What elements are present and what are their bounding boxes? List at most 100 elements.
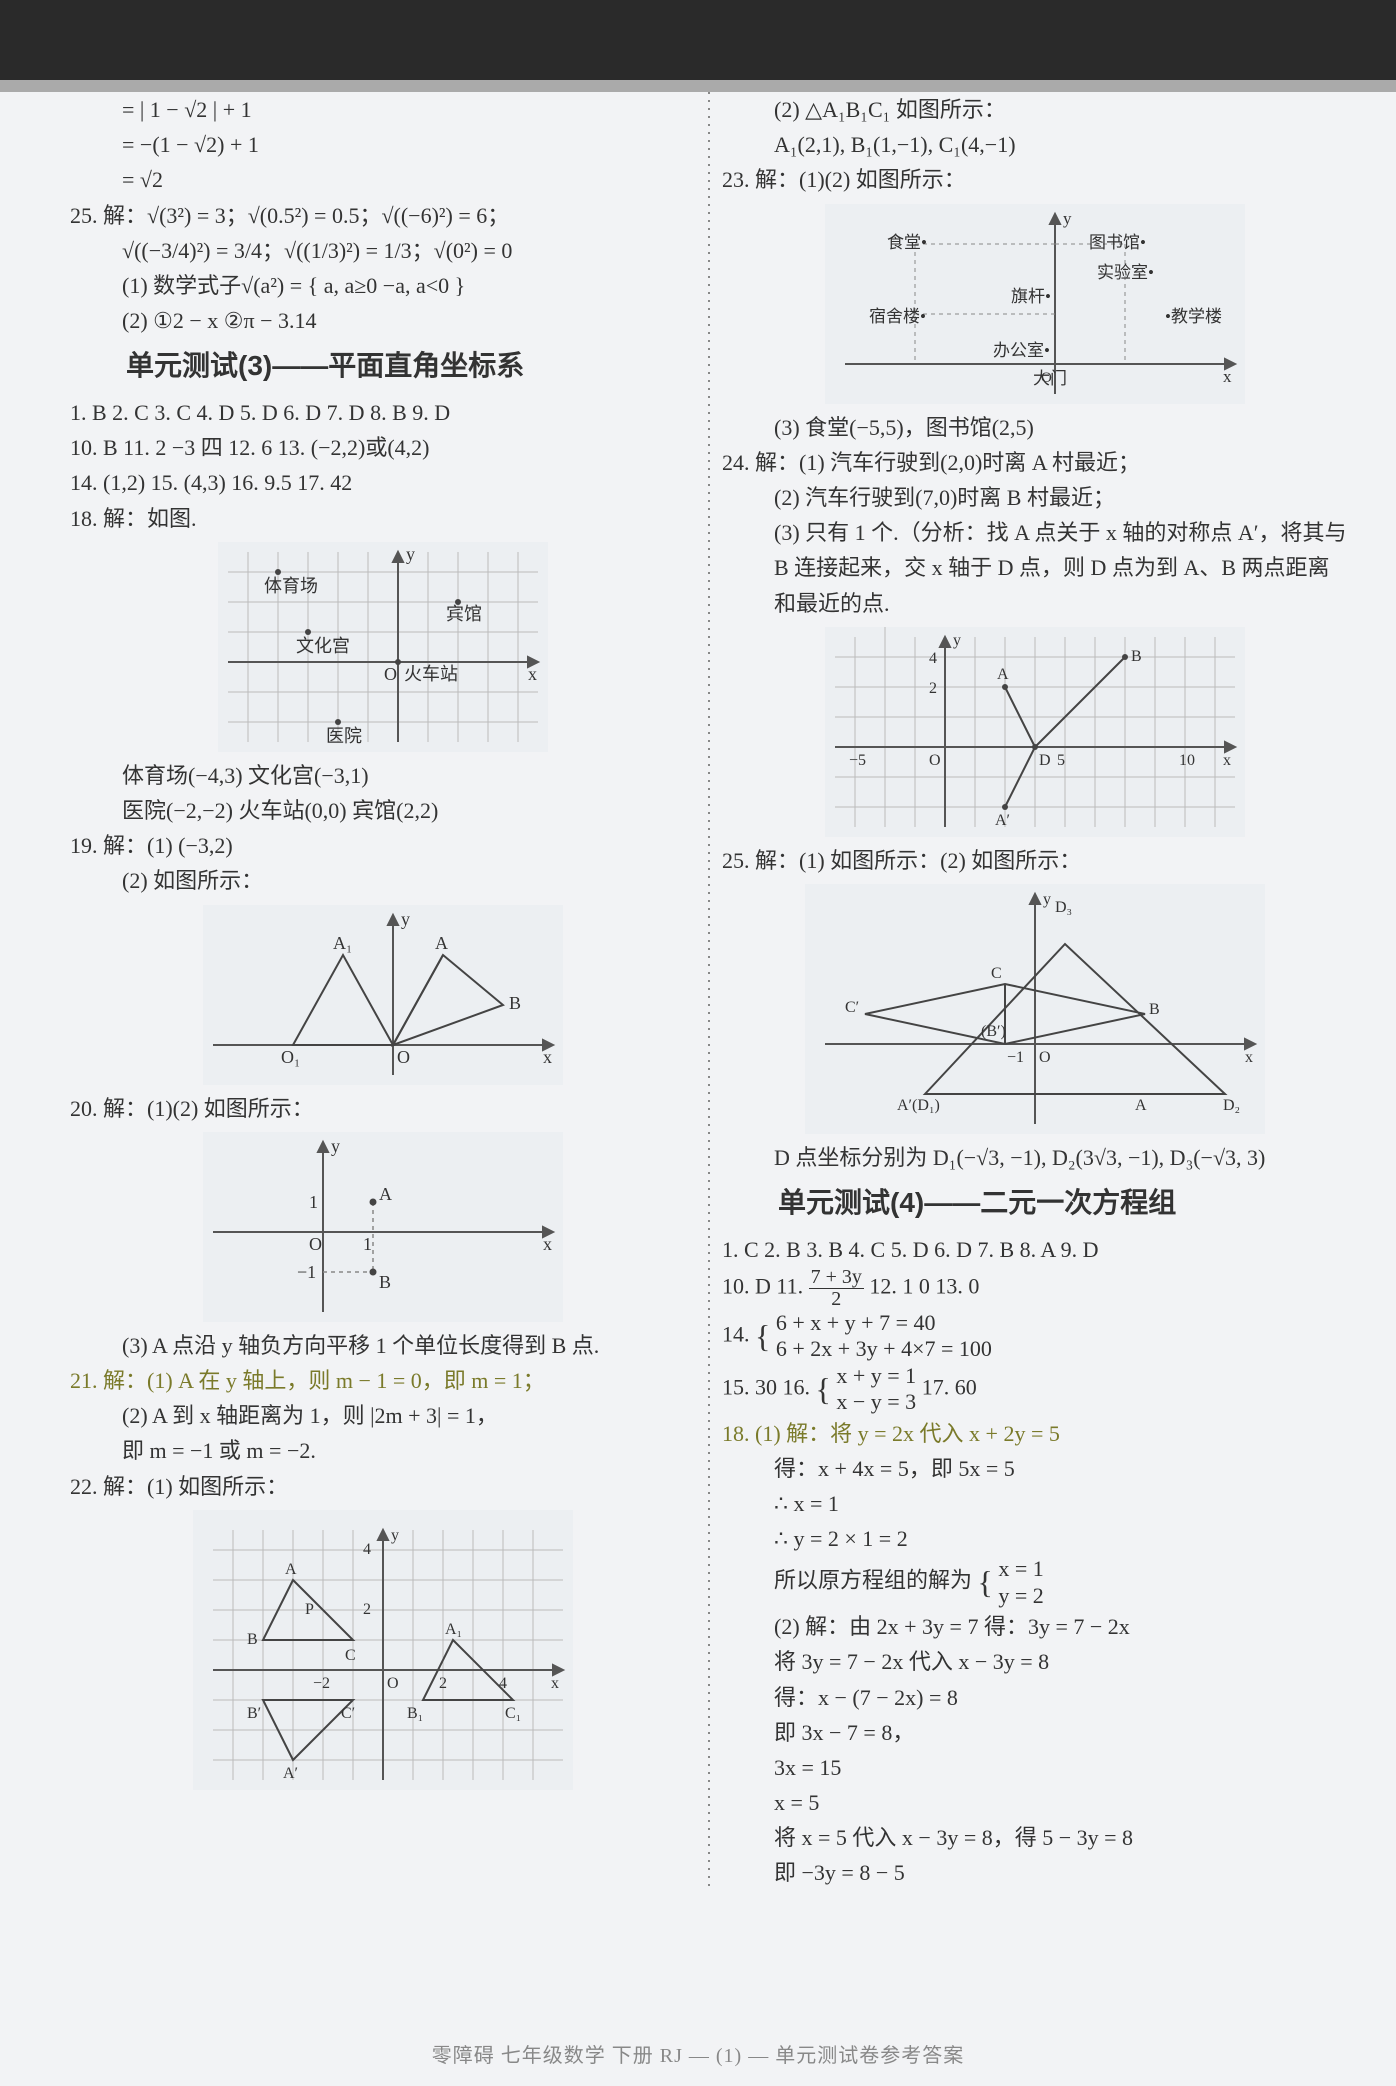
svg-text:A′: A′ bbox=[995, 812, 1010, 829]
svg-text:−1: −1 bbox=[297, 1262, 316, 1282]
fig-24-villages: A B A′ D 5 −5 10 2 4 O x y bbox=[825, 627, 1245, 837]
q23: 23. 解：(1)(2) 如图所示： bbox=[722, 162, 1348, 197]
page-content: = | 1 − √2 | + 1 = −(1 − √2) + 1 = √2 25… bbox=[0, 92, 1396, 1919]
svg-text:P: P bbox=[305, 1601, 314, 1618]
eq-line: = | 1 − √2 | + 1 bbox=[70, 92, 696, 127]
answers-line: 10. B 11. 2 −3 四 12. 6 13. (−2,2)或(4,2) bbox=[70, 430, 696, 465]
svg-text:宿舍楼•: 宿舍楼• bbox=[869, 307, 926, 326]
svg-text:y: y bbox=[1063, 209, 1072, 228]
s4-18d: 所以原方程组的解为 { x = 1 y = 2 bbox=[722, 1556, 1348, 1609]
svg-text:医院: 医院 bbox=[326, 726, 362, 746]
q25-sub1: (1) 数学式子√(a²) = { a, a≥0 −a, a<0 } bbox=[70, 268, 696, 303]
svg-text:O₁: O₁ bbox=[281, 1047, 300, 1067]
svg-text:C₁: C₁ bbox=[505, 1705, 521, 1722]
s4-18-2d: 即 3x − 7 = 8， bbox=[722, 1715, 1348, 1750]
s4-18-2c: 得：x − (7 − 2x) = 8 bbox=[722, 1680, 1348, 1715]
q25-sub2: (2) ①2 − x ②π − 3.14 bbox=[70, 303, 696, 338]
q25-line2: √((−3/4)²) = 3/4；√((1/3)²) = 1/3；√(0²) =… bbox=[70, 233, 696, 268]
svg-text:O: O bbox=[929, 752, 941, 769]
svg-text:体育场: 体育场 bbox=[264, 576, 318, 596]
q24-1: 24. 解：(1) 汽车行驶到(2,0)时离 A 村最近； bbox=[722, 445, 1348, 480]
svg-text:D: D bbox=[1039, 752, 1051, 769]
section3-title: 单元测试(3)——平面直角坐标系 bbox=[70, 344, 696, 389]
svg-text:B: B bbox=[1131, 648, 1142, 665]
q18-ans: 医院(−2,−2) 火车站(0,0) 宾馆(2,2) bbox=[70, 793, 696, 828]
svg-text:A: A bbox=[997, 666, 1009, 683]
svg-text:A: A bbox=[1135, 1097, 1147, 1114]
svg-text:1: 1 bbox=[363, 1234, 372, 1254]
svg-text:•教学楼: •教学楼 bbox=[1165, 307, 1222, 326]
eq-line: = −(1 − √2) + 1 bbox=[70, 127, 696, 162]
s4-18-2e: 3x = 15 bbox=[722, 1750, 1348, 1785]
q19: 19. 解：(1) (−3,2) bbox=[70, 828, 696, 863]
svg-text:2: 2 bbox=[439, 1675, 447, 1692]
svg-text:宾馆: 宾馆 bbox=[446, 604, 482, 624]
svg-text:C: C bbox=[345, 1647, 356, 1664]
svg-text:(B′): (B′) bbox=[981, 1023, 1006, 1040]
svg-text:A: A bbox=[285, 1561, 297, 1578]
svg-text:B: B bbox=[379, 1272, 391, 1292]
q21-2: (2) A 到 x 轴距离为 1，则 |2m + 3| = 1， bbox=[70, 1398, 696, 1433]
svg-text:O: O bbox=[397, 1047, 410, 1067]
svg-text:图书馆•: 图书馆• bbox=[1089, 233, 1146, 252]
column-divider bbox=[708, 92, 710, 1891]
q22: 22. 解：(1) 如图所示： bbox=[70, 1469, 696, 1504]
svg-text:2: 2 bbox=[929, 680, 937, 697]
svg-text:A′: A′ bbox=[283, 1765, 298, 1782]
answers-line: 14. (1,2) 15. (4,3) 16. 9.5 17. 42 bbox=[70, 465, 696, 500]
q25-head: 25. 解：√(3²) = 3；√(0.5²) = 0.5；√((−6)²) =… bbox=[70, 198, 696, 233]
svg-text:O: O bbox=[384, 664, 397, 684]
svg-text:y: y bbox=[953, 632, 961, 649]
svg-text:5: 5 bbox=[1057, 752, 1065, 769]
fig-19-triangles: A₁ A B O₁ O x y bbox=[203, 905, 563, 1085]
svg-text:y: y bbox=[401, 909, 410, 929]
q25-coords: D 点坐标分别为 D₁(−√3, −1), D₂(3√3, −1), D₃(−√… bbox=[722, 1140, 1348, 1175]
s4-18-2b: 将 3y = 7 − 2x 代入 x − 3y = 8 bbox=[722, 1644, 1348, 1679]
svg-text:y: y bbox=[331, 1136, 340, 1156]
svg-text:B: B bbox=[247, 1631, 258, 1648]
scan-top-darkbar bbox=[0, 0, 1396, 80]
svg-text:D₂: D₂ bbox=[1223, 1097, 1240, 1114]
svg-text:10: 10 bbox=[1179, 752, 1195, 769]
svg-text:办公室•: 办公室• bbox=[993, 341, 1050, 360]
svg-text:4: 4 bbox=[929, 650, 937, 667]
svg-text:1: 1 bbox=[309, 1192, 318, 1212]
svg-text:A′(D₁): A′(D₁) bbox=[897, 1097, 940, 1114]
fig-25-parallelogram: C C′ B (B′) A A′(D₁) D₂ D₃ O −1 x y bbox=[805, 884, 1265, 1134]
svg-text:−1: −1 bbox=[1007, 1049, 1024, 1066]
s4-18-2f: x = 5 bbox=[722, 1785, 1348, 1820]
svg-text:O: O bbox=[309, 1234, 322, 1254]
svg-text:y: y bbox=[406, 544, 415, 564]
q20-3: (3) A 点沿 y 轴负方向平移 1 个单位长度得到 B 点. bbox=[70, 1328, 696, 1363]
svg-text:A₁: A₁ bbox=[445, 1621, 462, 1638]
s4-18-2h: 即 −3y = 8 − 5 bbox=[722, 1855, 1348, 1890]
eq-line: = √2 bbox=[70, 162, 696, 197]
svg-text:B₁: B₁ bbox=[407, 1705, 423, 1722]
s4-18b: ∴ x = 1 bbox=[722, 1486, 1348, 1521]
left-column: = | 1 − √2 | + 1 = −(1 − √2) + 1 = √2 25… bbox=[70, 92, 696, 1891]
fig-18-grid: 体育场 文化宫 医院 火车站 宾馆 O x y bbox=[218, 542, 548, 752]
svg-text:x: x bbox=[1245, 1049, 1253, 1066]
s4-18-2g: 将 x = 5 代入 x − 3y = 8，得 5 − 3y = 8 bbox=[722, 1820, 1348, 1855]
svg-text:O: O bbox=[1039, 1049, 1051, 1066]
svg-text:O: O bbox=[1041, 370, 1052, 386]
fig-23-campus: 食堂• 图书馆• 实验室• 旗杆• 宿舍楼• 办公室• •教学楼 大门 O x … bbox=[825, 204, 1245, 404]
svg-text:旗杆•: 旗杆• bbox=[1011, 287, 1051, 306]
s4-line2: 10. D 11. 7 + 3y2 12. 1 0 13. 0 bbox=[722, 1267, 1348, 1310]
q18-ans: 体育场(−4,3) 文化宫(−3,1) bbox=[70, 758, 696, 793]
svg-text:x: x bbox=[1223, 367, 1232, 386]
svg-text:C′: C′ bbox=[845, 999, 859, 1016]
q21-3: 即 m = −1 或 m = −2. bbox=[70, 1433, 696, 1468]
svg-text:实验室•: 实验室• bbox=[1097, 263, 1154, 282]
page-footer: 零障碍 七年级数学 下册 RJ — (1) — 单元测试卷参考答案 bbox=[0, 2039, 1396, 2068]
s4-answers: 1. C 2. B 3. B 4. C 5. D 6. D 7. B 8. A … bbox=[722, 1232, 1348, 1267]
svg-text:A₁: A₁ bbox=[333, 933, 352, 953]
svg-text:B: B bbox=[509, 993, 521, 1013]
s4-18a: 得：x + 4x = 5，即 5x = 5 bbox=[722, 1451, 1348, 1486]
q18: 18. 解：如图. bbox=[70, 501, 696, 536]
svg-text:4: 4 bbox=[499, 1675, 507, 1692]
q19-2: (2) 如图所示： bbox=[70, 863, 696, 898]
right-column: (2) △A₁B₁C₁ 如图所示： A₁(2,1), B₁(1,−1), C₁(… bbox=[722, 92, 1348, 1891]
svg-text:x: x bbox=[1223, 752, 1231, 769]
q22-coords: A₁(2,1), B₁(1,−1), C₁(4,−1) bbox=[722, 127, 1348, 162]
